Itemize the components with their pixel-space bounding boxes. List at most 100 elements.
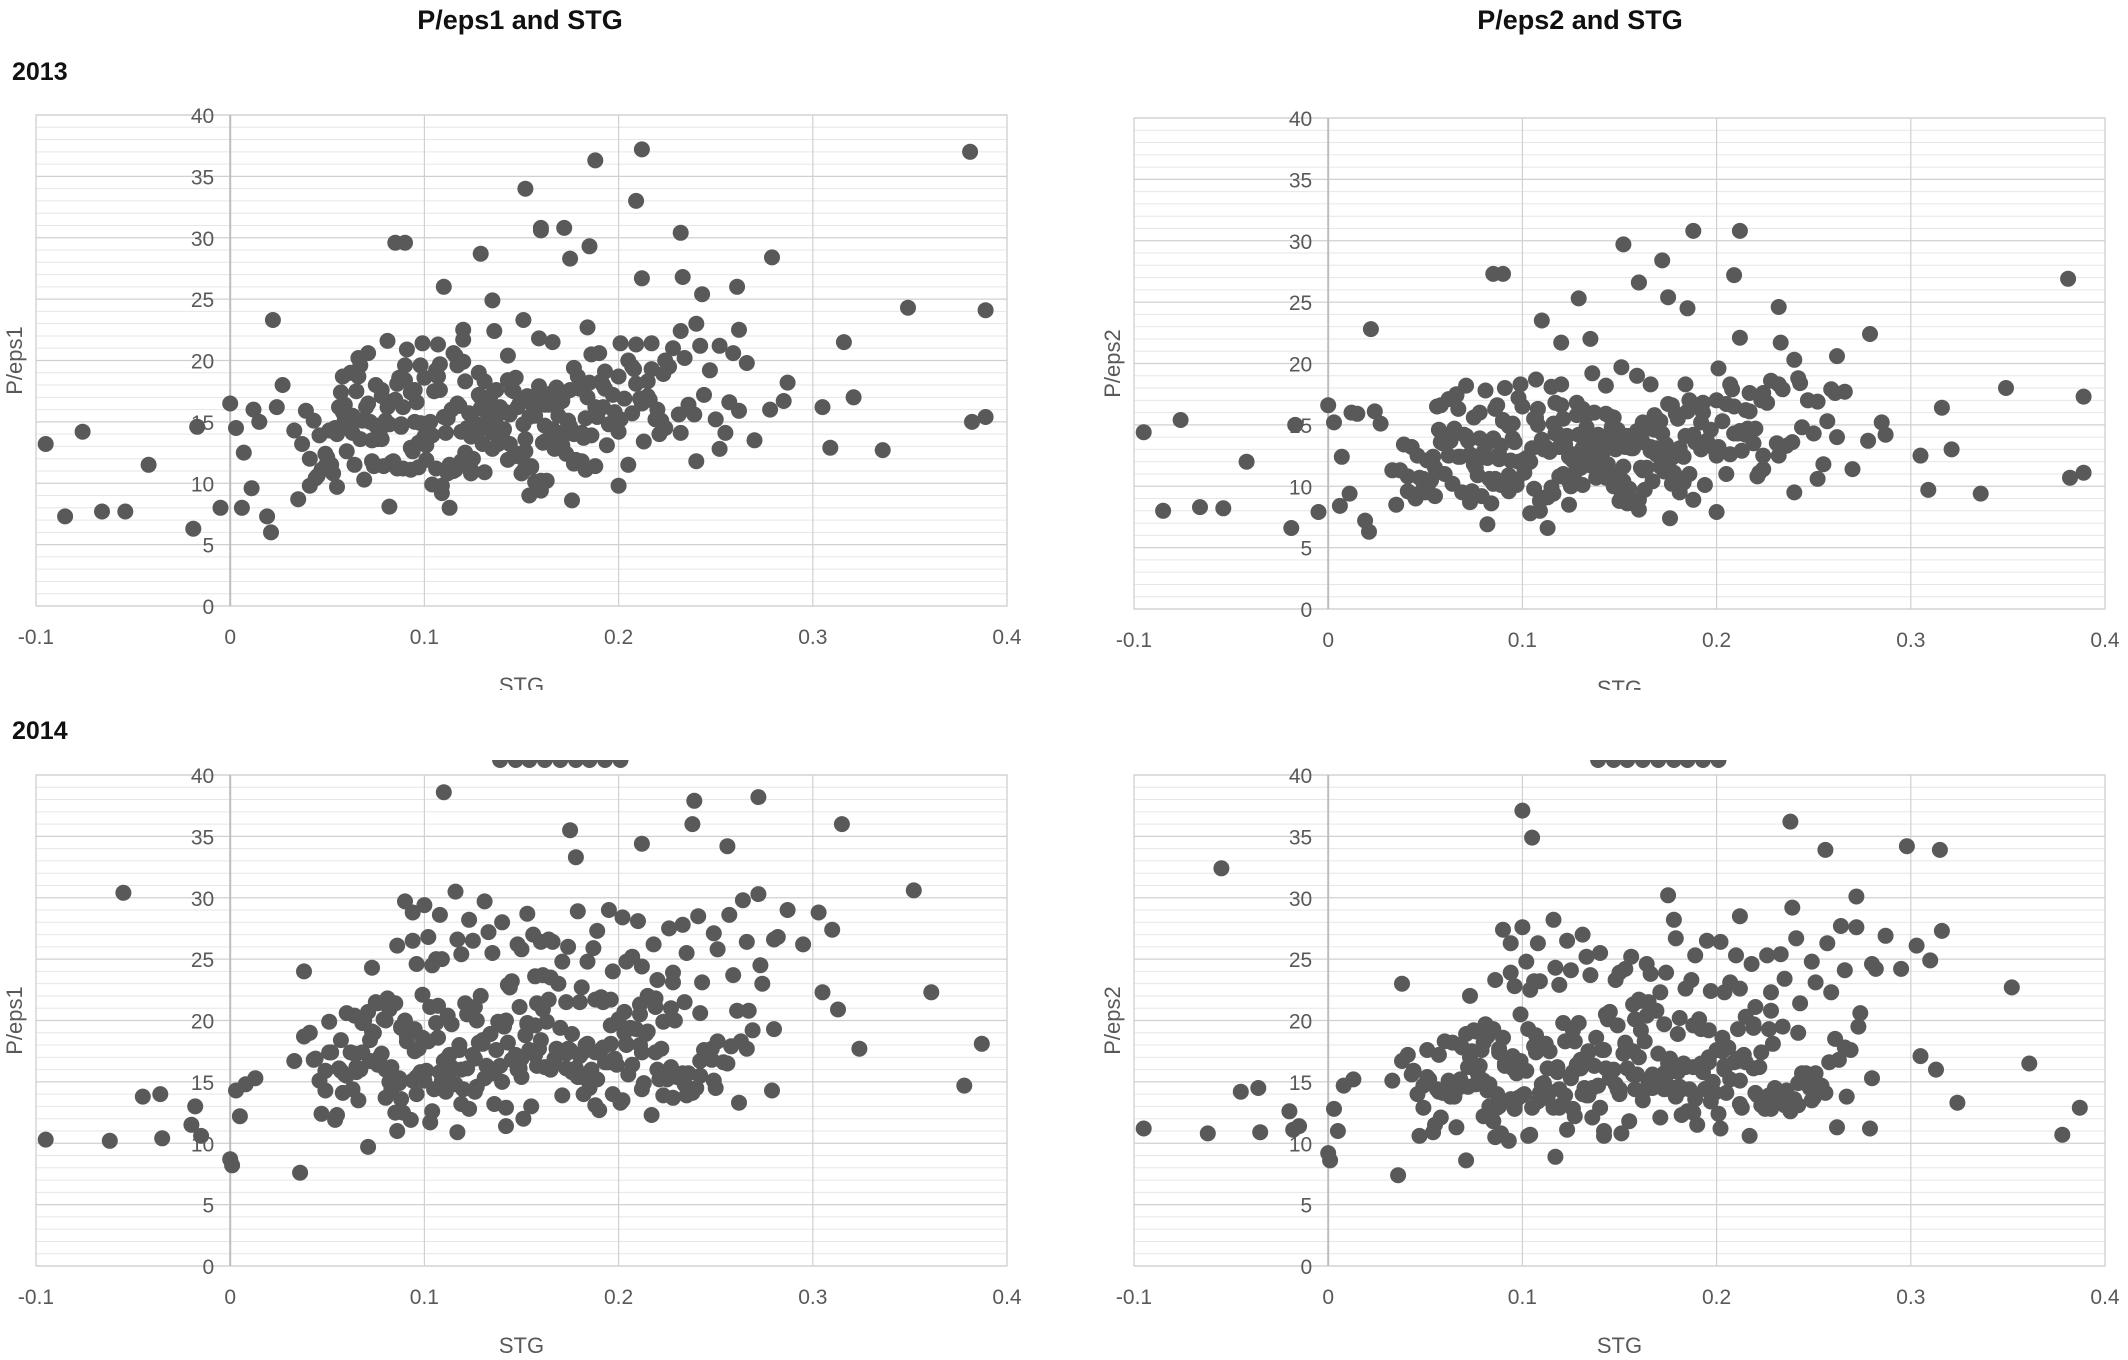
data-point xyxy=(672,224,689,241)
data-point xyxy=(1731,980,1748,997)
data-point xyxy=(1998,380,2014,396)
data-point xyxy=(1642,376,1659,393)
data-point xyxy=(379,399,396,416)
data-point xyxy=(1597,405,1614,422)
data-point xyxy=(1667,930,1684,947)
data-point xyxy=(633,1081,650,1098)
data-point xyxy=(1361,523,1377,540)
data-point xyxy=(350,1092,367,1109)
x-tick-label: 0.1 xyxy=(1508,1286,1537,1309)
data-point xyxy=(459,1060,476,1077)
data-point xyxy=(1607,972,1624,988)
data-point xyxy=(1597,1006,1614,1023)
data-point xyxy=(1722,1071,1739,1088)
data-point xyxy=(1491,1044,1508,1061)
data-point xyxy=(554,437,571,454)
data-point xyxy=(408,394,425,411)
data-point xyxy=(498,1118,514,1135)
data-point xyxy=(1790,370,1807,387)
data-point xyxy=(612,1094,629,1111)
data-point xyxy=(620,456,637,473)
data-point xyxy=(1817,841,1834,858)
data-point xyxy=(1580,1044,1597,1061)
data-point xyxy=(1708,447,1725,464)
data-point xyxy=(381,416,398,433)
data-point xyxy=(1712,933,1729,950)
data-point xyxy=(1553,334,1570,351)
data-point xyxy=(1685,426,1702,443)
data-point xyxy=(348,383,365,400)
data-point xyxy=(624,1056,641,1073)
data-point xyxy=(2071,1099,2088,1116)
data-point xyxy=(233,499,250,516)
data-point xyxy=(977,409,994,425)
data-point xyxy=(37,1131,54,1148)
data-point xyxy=(389,1123,406,1139)
chart-2014-p-eps2: 0 5 10 15 20 25 30 35 40 -0.1 0 0.1 0.2 0.3 0.4 STG P/ep… xyxy=(1100,760,2120,1358)
y-tick-label: 40 xyxy=(191,765,214,788)
data-point xyxy=(606,404,623,421)
data-point xyxy=(973,1035,990,1052)
data-point xyxy=(610,1011,627,1028)
data-point xyxy=(37,436,54,452)
data-point xyxy=(674,916,691,933)
data-point xyxy=(1695,760,1711,768)
data-point xyxy=(515,1110,532,1127)
data-point xyxy=(323,1044,340,1061)
data-point xyxy=(492,760,509,768)
data-point xyxy=(511,1060,528,1077)
x-tick-label: 0 xyxy=(224,1286,236,1309)
data-point xyxy=(1518,1062,1535,1079)
data-point xyxy=(1665,464,1682,481)
data-point xyxy=(571,994,588,1011)
data-point xyxy=(1908,937,1925,954)
data-point xyxy=(550,975,567,992)
data-point xyxy=(1551,439,1568,455)
data-point xyxy=(678,945,695,961)
data-point xyxy=(1912,1048,1929,1065)
data-point xyxy=(1425,1124,1442,1141)
data-point xyxy=(562,822,579,839)
data-point xyxy=(1621,480,1638,497)
y-tick-label: 15 xyxy=(191,1072,214,1095)
data-point xyxy=(670,406,687,423)
data-point xyxy=(57,508,74,525)
data-point xyxy=(397,893,413,910)
data-point xyxy=(618,953,635,970)
data-point xyxy=(1489,397,1506,414)
data-point xyxy=(795,936,812,953)
data-point xyxy=(558,994,575,1011)
x-axis-label: STG xyxy=(1597,676,1642,690)
y-tick-label: 30 xyxy=(1289,231,1312,254)
data-point xyxy=(1390,1167,1407,1184)
data-point xyxy=(1392,462,1409,479)
data-point xyxy=(1838,1088,1855,1105)
data-point xyxy=(1559,932,1576,949)
data-point xyxy=(1384,1072,1401,1089)
data-point xyxy=(494,914,511,931)
data-point xyxy=(1790,1075,1807,1092)
data-point xyxy=(591,345,608,362)
data-point xyxy=(484,292,501,309)
y-tick-label: 25 xyxy=(1289,949,1312,972)
data-point xyxy=(597,380,613,397)
data-point xyxy=(1551,976,1568,993)
data-point xyxy=(1893,960,1910,977)
data-point xyxy=(464,932,481,949)
data-point xyxy=(1712,1120,1729,1137)
data-point xyxy=(1629,367,1645,384)
data-point xyxy=(567,849,584,866)
data-point xyxy=(1634,414,1651,431)
data-point xyxy=(1619,427,1636,444)
data-point xyxy=(420,1033,437,1050)
data-point xyxy=(1671,1010,1688,1026)
data-point xyxy=(672,323,689,339)
data-point xyxy=(1638,459,1655,476)
data-point xyxy=(406,413,423,430)
data-point xyxy=(1427,459,1443,476)
data-point xyxy=(379,990,396,1007)
data-point xyxy=(600,902,617,918)
data-point xyxy=(1362,321,1379,338)
x-tick-label: 0 xyxy=(1322,629,1334,652)
data-point xyxy=(488,1042,505,1058)
